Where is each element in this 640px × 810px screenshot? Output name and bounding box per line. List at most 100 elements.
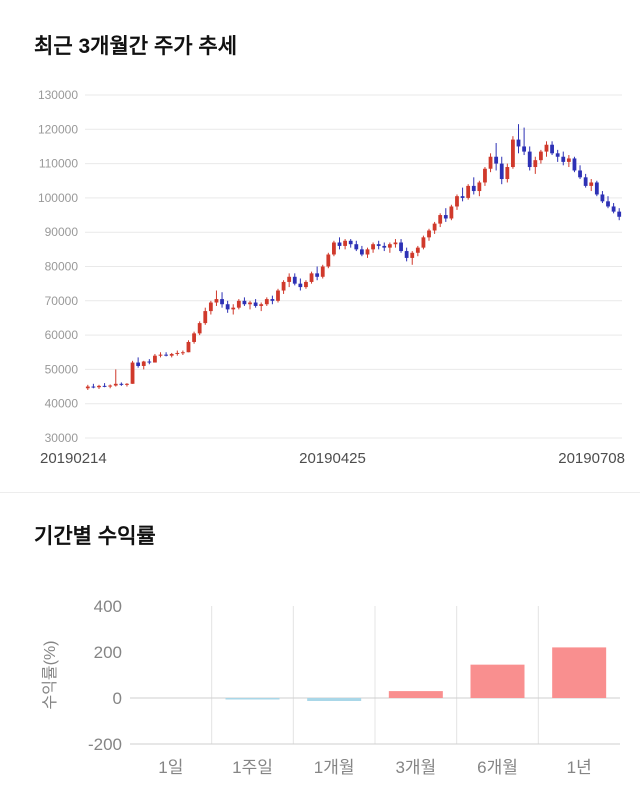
candle-body (259, 304, 264, 306)
candle-body (354, 244, 359, 250)
candle-body (522, 146, 527, 152)
candle-body (449, 206, 454, 219)
candle-body (169, 353, 174, 356)
category-label: 1일 (158, 758, 183, 777)
candle-body (197, 323, 202, 334)
candle-body (617, 211, 622, 217)
candle-body (315, 273, 320, 277)
price-chart-x-axis: 20190214 20190425 20190708 (40, 450, 625, 467)
candle-body (427, 230, 431, 238)
candle-body (97, 385, 101, 388)
candle-body (443, 215, 448, 219)
candle-body (471, 185, 476, 192)
candle-body (304, 281, 308, 288)
y-tick-label: 90000 (45, 225, 79, 239)
candle-body (292, 276, 297, 284)
candle-body (382, 245, 387, 248)
candle-body (455, 196, 459, 207)
y-tick-label: 70000 (45, 294, 79, 308)
candle-body (214, 299, 219, 303)
candle-body (309, 273, 314, 282)
candle-body (119, 383, 124, 385)
returns-bar-chart: 400 200 0 -200 수익률(%) 1일 1주일 1개월 3개월 6개월 1년 (41, 597, 620, 777)
candle-body (326, 254, 331, 267)
y-tick-label: 100000 (38, 191, 78, 205)
y-axis-label: 수익률(%) (41, 640, 59, 709)
candle-body (348, 240, 353, 245)
candle-body (460, 196, 465, 198)
candle-body (236, 300, 241, 308)
return-bar (307, 698, 362, 701)
candle-body (578, 170, 582, 178)
candle-body (432, 223, 437, 231)
candle-body (320, 266, 325, 277)
candle-body (494, 156, 499, 164)
candle-body (410, 252, 415, 258)
candle-body (466, 185, 471, 198)
candle-body (220, 299, 224, 305)
candle-body (488, 156, 493, 169)
candle-body (113, 383, 118, 386)
candle-body (359, 249, 364, 255)
y-tick-label: 400 (94, 597, 122, 616)
y-tick-label: 130000 (38, 88, 78, 102)
returns-chart-title: 기간별 수익률 (34, 525, 156, 548)
candle-body (499, 163, 504, 180)
candle-body (248, 302, 252, 305)
candle-body (511, 139, 515, 168)
candle-body (566, 158, 571, 162)
candle-body (516, 139, 521, 147)
candle-body (477, 182, 482, 192)
candle-body (147, 361, 152, 363)
x-axis-date-mid: 20190425 (299, 450, 366, 467)
candle-body (175, 352, 180, 354)
candle-body (130, 362, 135, 384)
candle-body (276, 290, 280, 301)
candle-body (415, 247, 420, 253)
y-tick-label: 40000 (45, 397, 79, 411)
candle-body (399, 242, 403, 252)
candle-body (393, 242, 398, 245)
candle-body (505, 167, 510, 180)
candle-body (594, 182, 599, 195)
candle-body (483, 168, 487, 183)
candle-body (91, 386, 96, 388)
candle-body (611, 206, 616, 212)
candle-body (253, 302, 258, 306)
y-tick-label: 30000 (45, 431, 79, 445)
candle-body (544, 144, 549, 152)
candle-body (387, 244, 392, 248)
category-label: 6개월 (477, 758, 518, 777)
candle-body (180, 352, 185, 354)
return-bar (470, 664, 525, 698)
candle-body (438, 215, 443, 224)
candle-body (164, 354, 169, 356)
candle-body (158, 354, 163, 356)
price-chart-title: 최근 3개월간 주가 추세 (34, 35, 238, 58)
candle-body (242, 300, 247, 305)
candle-body (85, 386, 90, 389)
candle-body (365, 249, 370, 255)
y-tick-label: 200 (94, 643, 122, 662)
candle-body (589, 182, 594, 186)
category-label: 1년 (567, 758, 592, 777)
return-bar (388, 691, 443, 698)
y-tick-label: 80000 (45, 260, 79, 274)
candlestick-chart: 130000 120000 110000 100000 90000 80000 70000 6… (38, 88, 622, 445)
candle-body (136, 362, 141, 366)
candle-body (572, 158, 577, 171)
candle-body (108, 385, 113, 387)
candle-body (192, 333, 196, 342)
category-label: 3개월 (395, 758, 436, 777)
return-bar (225, 698, 280, 700)
candle-body (287, 276, 292, 282)
y-tick-label: -200 (88, 735, 122, 754)
candle-body (376, 244, 381, 246)
candle-body (186, 341, 191, 353)
candle-body (298, 283, 303, 288)
category-label: 1주일 (232, 758, 273, 777)
candle-body (606, 201, 610, 207)
candle-body (270, 299, 275, 301)
candle-body (371, 244, 375, 250)
candle-body (550, 144, 554, 154)
